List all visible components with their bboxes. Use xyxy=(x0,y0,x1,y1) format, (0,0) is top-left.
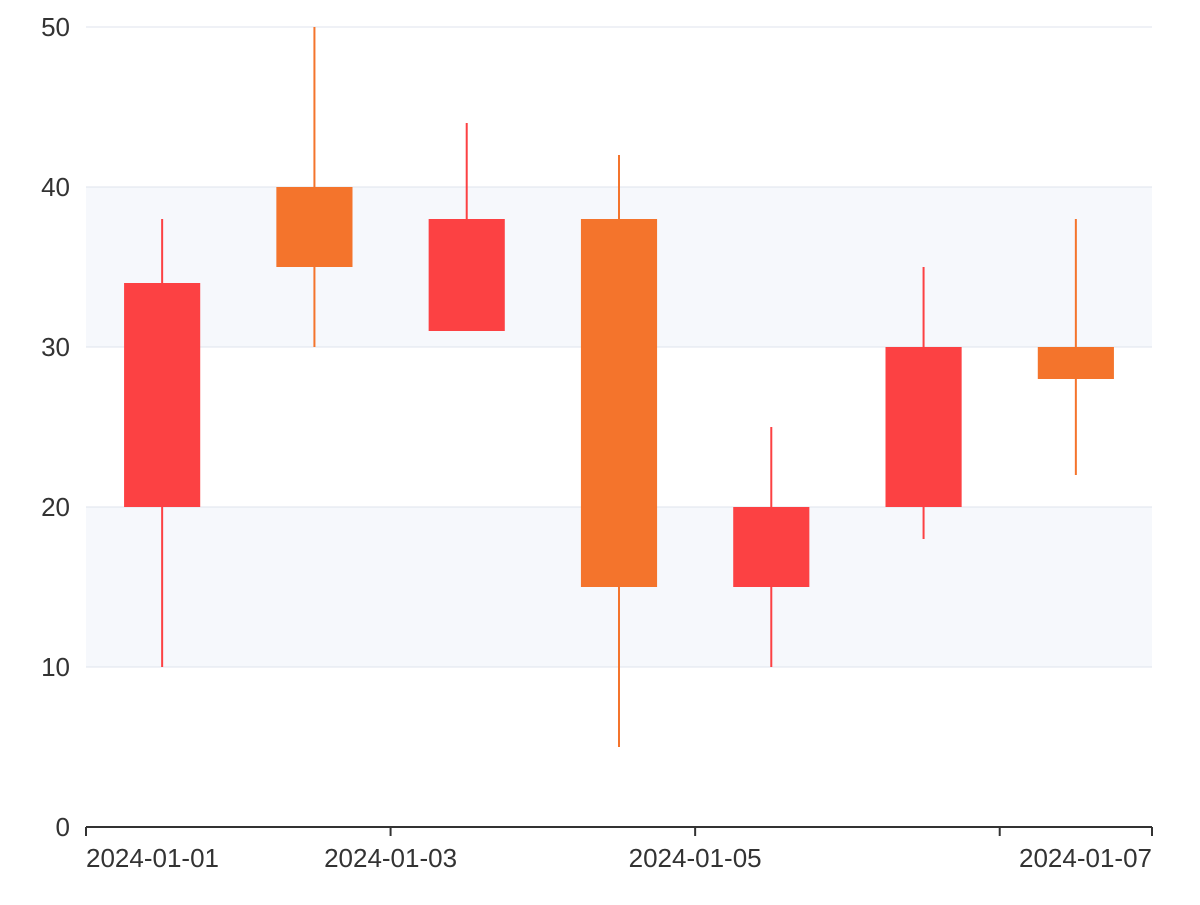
candles xyxy=(124,27,1114,747)
candle-2024-01-04 xyxy=(580,155,658,747)
candle-body xyxy=(1037,347,1114,379)
y-axis-labels: 0 10 20 30 40 50 xyxy=(41,12,70,842)
x-tick-label: 2024-01-07 xyxy=(1019,843,1152,873)
candle-body xyxy=(124,283,201,507)
candle-2024-01-03 xyxy=(428,123,505,331)
candle-2024-01-02 xyxy=(276,27,353,347)
y-tick-label: 0 xyxy=(56,812,70,842)
candle-body xyxy=(733,507,810,587)
y-tick-label: 10 xyxy=(41,652,70,682)
x-axis: 2024-01-01 2024-01-03 2024-01-05 2024-01-07 xyxy=(85,826,1153,873)
x-tick-label: 2024-01-01 xyxy=(86,843,219,873)
candle-2024-01-01 xyxy=(124,219,201,667)
y-tick-label: 30 xyxy=(41,332,70,362)
candle-body xyxy=(885,347,962,507)
candle-2024-01-05 xyxy=(733,427,810,667)
candle-2024-01-07 xyxy=(1037,219,1114,475)
candle-body xyxy=(276,187,353,267)
x-tick-label: 2024-01-05 xyxy=(629,843,762,873)
candle-body xyxy=(428,219,505,331)
candle-2024-01-06 xyxy=(885,267,962,539)
y-tick-label: 50 xyxy=(41,12,70,42)
x-tick-label: 2024-01-03 xyxy=(324,843,457,873)
y-tick-label: 40 xyxy=(41,172,70,202)
candle-body xyxy=(580,219,658,587)
y-tick-label: 20 xyxy=(41,492,70,522)
